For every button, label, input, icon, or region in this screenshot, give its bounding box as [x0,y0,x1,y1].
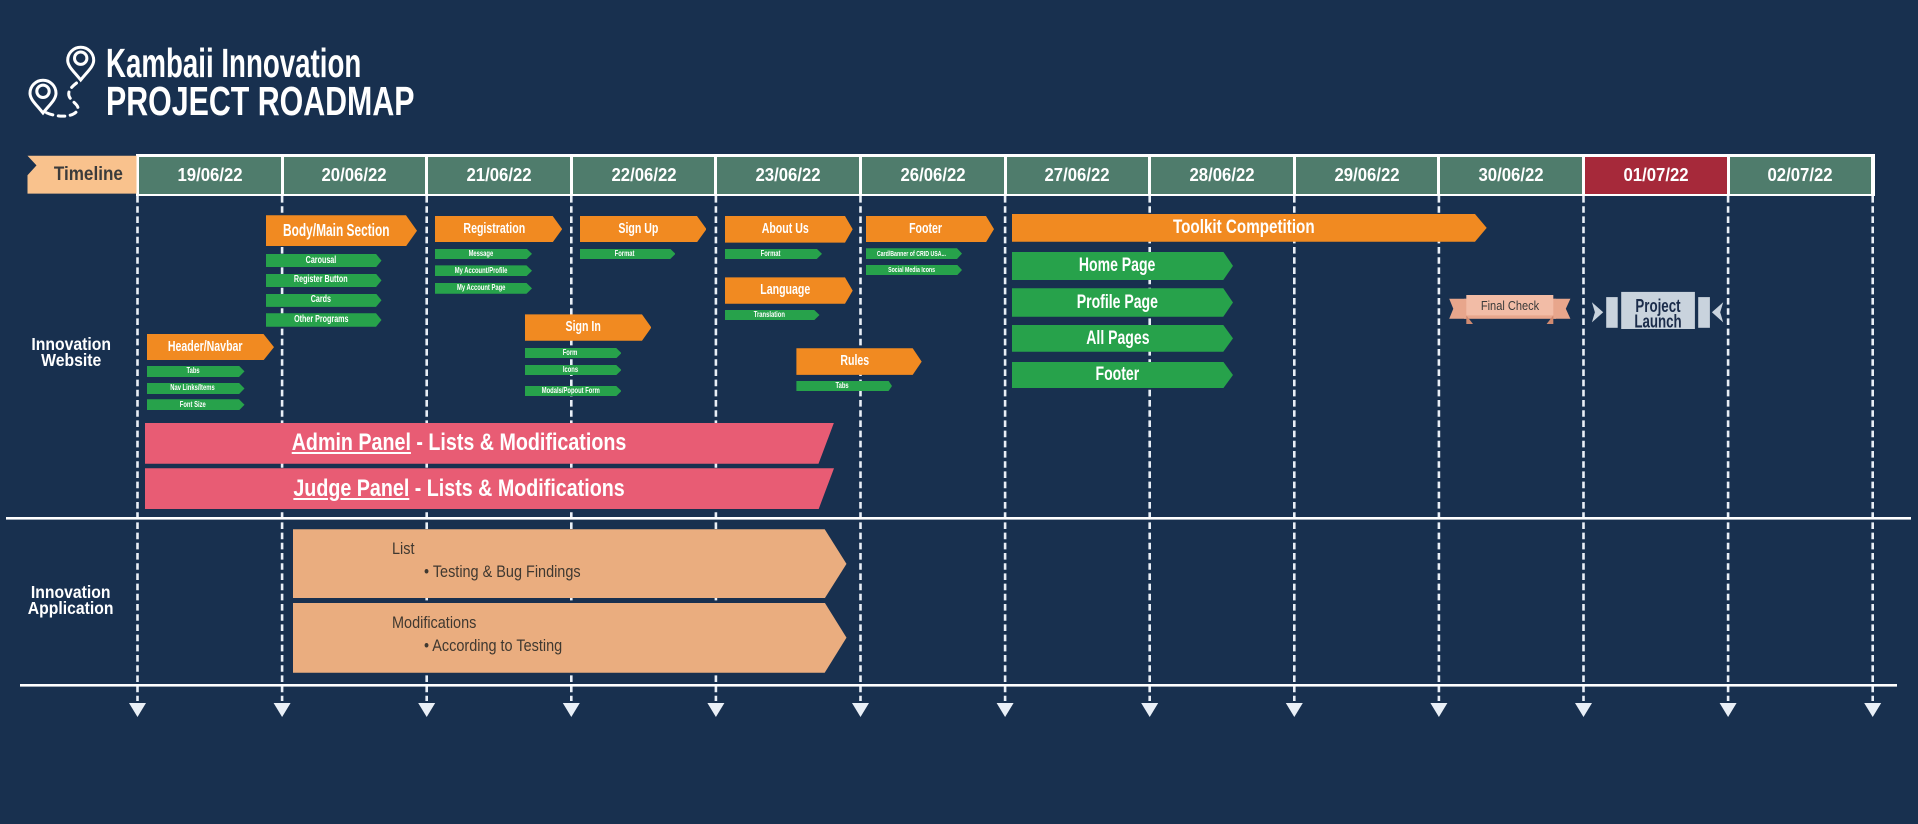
svg-text:Project: Project [1635,296,1681,317]
svg-text:Launch: Launch [1634,311,1681,332]
svg-text:Final Check: Final Check [1481,298,1540,313]
